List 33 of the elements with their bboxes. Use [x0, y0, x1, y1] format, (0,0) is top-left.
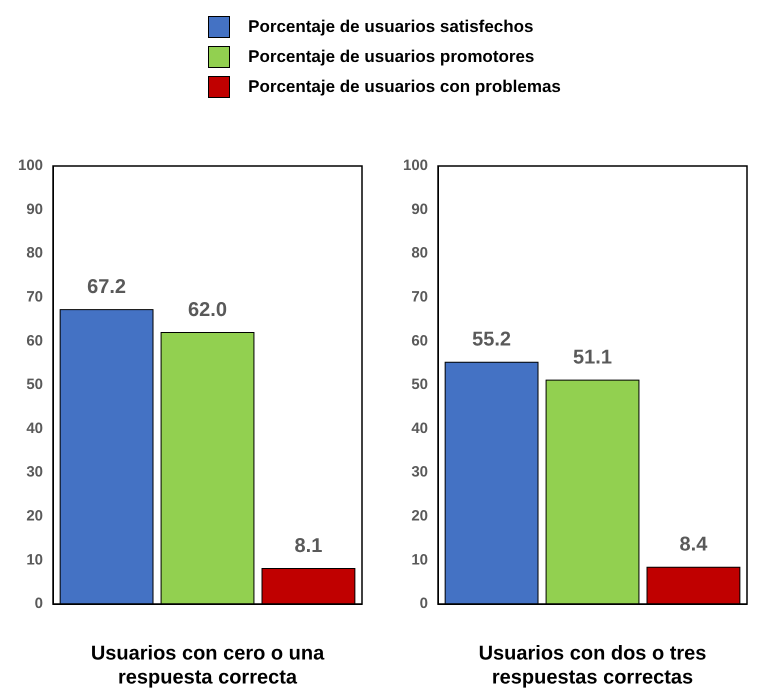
x-axis-title: Usuarios con cero o una respuesta correcta — [90, 642, 326, 689]
y-tick-label: 30 — [411, 464, 428, 481]
legend-label: Porcentaje de usuarios con problemas — [248, 77, 561, 97]
y-tick-label: 80 — [411, 244, 428, 262]
data-label: 8.1 — [294, 535, 322, 558]
y-tick-label: 60 — [26, 332, 44, 350]
y-tick-label: 30 — [26, 464, 44, 481]
y-tick-label: 0 — [34, 595, 44, 612]
y-tick-label: 20 — [26, 508, 44, 525]
y-tick-label: 90 — [26, 200, 44, 218]
data-label: 55.2 — [472, 328, 512, 351]
y-tick-label: 50 — [411, 376, 428, 394]
y-tick-label: 50 — [26, 376, 44, 394]
y-tick-label: 20 — [411, 508, 428, 525]
y-tick-label: 70 — [411, 288, 428, 306]
y-tick-label: 80 — [26, 244, 44, 262]
data-label: 67.2 — [87, 276, 126, 298]
data-label: 8.4 — [680, 534, 708, 556]
y-tick-label: 0 — [420, 595, 428, 612]
data-label: 62.0 — [188, 298, 227, 321]
y-tick-label: 100 — [402, 157, 428, 174]
x-axis-title: Usuarios con dos o tres respuestas correctas — [478, 642, 706, 689]
y-tick-label: 10 — [411, 551, 428, 568]
y-tick-label: 70 — [26, 288, 44, 306]
y-tick-label: 60 — [411, 332, 428, 350]
legend-label: Porcentaje de usuarios promotores — [248, 47, 534, 67]
y-tick-label: 100 — [18, 157, 44, 174]
legend-label: Porcentaje de usuarios satisfechos — [248, 17, 534, 37]
y-tick-label: 90 — [411, 200, 428, 218]
y-tick-label: 10 — [26, 551, 44, 568]
y-tick-label: 40 — [26, 420, 44, 437]
y-tick-label: 40 — [411, 420, 428, 437]
data-label: 51.1 — [573, 346, 612, 369]
